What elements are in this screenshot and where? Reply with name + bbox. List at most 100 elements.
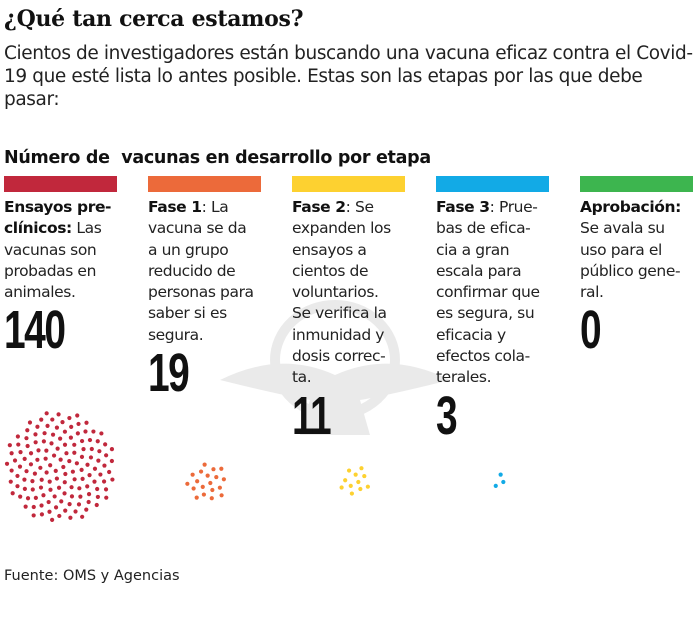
- stage-text: : La vacuna se da a un grupo reducido de…: [148, 198, 254, 344]
- vaccine-dot: [501, 479, 506, 485]
- vaccine-dot: [74, 461, 79, 466]
- vaccine-dot: [102, 463, 107, 468]
- vaccine-dot: [96, 458, 101, 463]
- vaccine-dot: [59, 499, 64, 504]
- vaccine-dot: [25, 428, 30, 433]
- vaccine-dot: [194, 495, 199, 500]
- vaccine-dot: [24, 469, 29, 474]
- vaccine-dot: [63, 471, 68, 477]
- vaccine-dot: [23, 504, 28, 509]
- vaccine-dot: [104, 453, 109, 458]
- vaccine-dot: [48, 463, 53, 468]
- vaccine-dot: [79, 438, 85, 444]
- vaccine-dot: [33, 432, 38, 437]
- vaccine-dot: [51, 453, 57, 458]
- vaccine-dot: [95, 439, 100, 444]
- vaccine-dot: [353, 472, 358, 477]
- vaccine-dot: [54, 425, 60, 430]
- vaccine-dot: [42, 431, 47, 436]
- vaccine-dot: [15, 434, 20, 439]
- vaccine-dot: [38, 465, 43, 470]
- vaccine-dot: [35, 424, 40, 429]
- stage-label: Fase 1: [148, 198, 202, 216]
- vaccine-dot: [200, 484, 205, 489]
- vaccine-dot: [64, 451, 69, 456]
- vaccine-dot: [58, 457, 63, 462]
- vaccine-dot: [31, 504, 36, 510]
- vaccine-dot: [30, 487, 35, 492]
- vaccine-dot: [39, 503, 44, 508]
- vaccine-dot: [28, 451, 34, 456]
- vaccine-dot: [221, 477, 226, 482]
- vaccine-dot: [365, 484, 370, 489]
- vaccine-dot: [25, 443, 30, 449]
- vaccine-dot: [73, 509, 78, 514]
- vaccine-dot: [12, 458, 18, 463]
- vaccine-dot: [39, 512, 45, 517]
- dot-cluster: [493, 472, 506, 488]
- vaccine-dot: [75, 431, 80, 436]
- vaccine-dot: [92, 466, 98, 471]
- vaccine-dot: [62, 429, 68, 434]
- stage-color-bar: [580, 176, 693, 192]
- vaccine-dot: [99, 431, 104, 436]
- stage-preclinical: Ensayos pre- clínicos: Las vacunas son p…: [4, 176, 118, 357]
- vaccine-dot: [67, 458, 72, 464]
- vaccine-dot: [67, 502, 72, 507]
- stage-description: Fase 2: Se expanden los ensayos a ciento…: [292, 197, 406, 389]
- vaccine-dot: [33, 495, 38, 500]
- stage-label: Aprobación:: [580, 198, 681, 216]
- vaccine-dot: [38, 485, 44, 490]
- vaccine-dot: [70, 469, 75, 474]
- vaccine-dot: [49, 441, 54, 446]
- stage-color-bar: [4, 176, 117, 192]
- vaccine-dot: [28, 462, 34, 467]
- vaccine-dot: [94, 502, 99, 508]
- vaccine-dot: [31, 513, 36, 518]
- vaccine-dot: [69, 494, 75, 499]
- vaccine-dot: [17, 464, 23, 469]
- vaccine-dot: [85, 484, 90, 489]
- vaccine-dot: [9, 451, 14, 456]
- vaccine-dot: [358, 486, 363, 492]
- vaccine-dot: [24, 436, 29, 441]
- vaccine-dot: [95, 494, 100, 500]
- source-note: Fuente: OMS y Agencias: [4, 568, 180, 584]
- vaccine-dot: [202, 462, 207, 467]
- vaccine-dot: [36, 448, 41, 453]
- vaccine-dot: [55, 446, 60, 451]
- vaccine-dot: [33, 440, 38, 445]
- vaccine-dot: [44, 411, 49, 416]
- vaccine-dot: [18, 494, 23, 499]
- vaccine-dot: [205, 473, 210, 478]
- vaccine-dot: [57, 513, 62, 519]
- vaccine-dot: [53, 468, 58, 473]
- vaccine-dot: [185, 481, 190, 486]
- vaccine-dot: [209, 496, 214, 501]
- stage-label: Fase 3: [436, 198, 490, 216]
- vaccine-dot: [47, 509, 52, 514]
- vaccine-dot: [201, 492, 206, 497]
- vaccine-dot: [46, 499, 51, 505]
- vaccine-dot: [43, 456, 48, 461]
- vaccine-dot: [41, 493, 46, 498]
- vaccine-dot: [219, 493, 224, 498]
- vaccine-dot: [214, 474, 219, 480]
- vaccine-dot: [195, 479, 200, 484]
- vaccine-dot: [41, 439, 46, 444]
- vaccine-dot: [50, 432, 56, 437]
- vaccine-dot: [80, 514, 85, 519]
- vaccine-dot: [198, 469, 204, 474]
- stage-description: Aprobación: Se avala su uso para el públ…: [580, 197, 694, 303]
- stage-color-bar: [148, 176, 261, 192]
- stage-label: Fase 2: [292, 198, 346, 216]
- vaccine-dot: [45, 423, 50, 429]
- vaccine-dot: [58, 436, 63, 441]
- vaccine-dot: [349, 491, 354, 496]
- vaccine-dot: [62, 480, 67, 485]
- stage-phase-3: Fase 3: Prue- bas de efica- cia a gran e…: [436, 176, 550, 443]
- vaccine-dot: [68, 435, 73, 440]
- vaccine-dot: [493, 483, 498, 488]
- vaccine-dot: [103, 487, 109, 492]
- stage-text: : Se expanden los ensayos a cientos de v…: [292, 198, 391, 387]
